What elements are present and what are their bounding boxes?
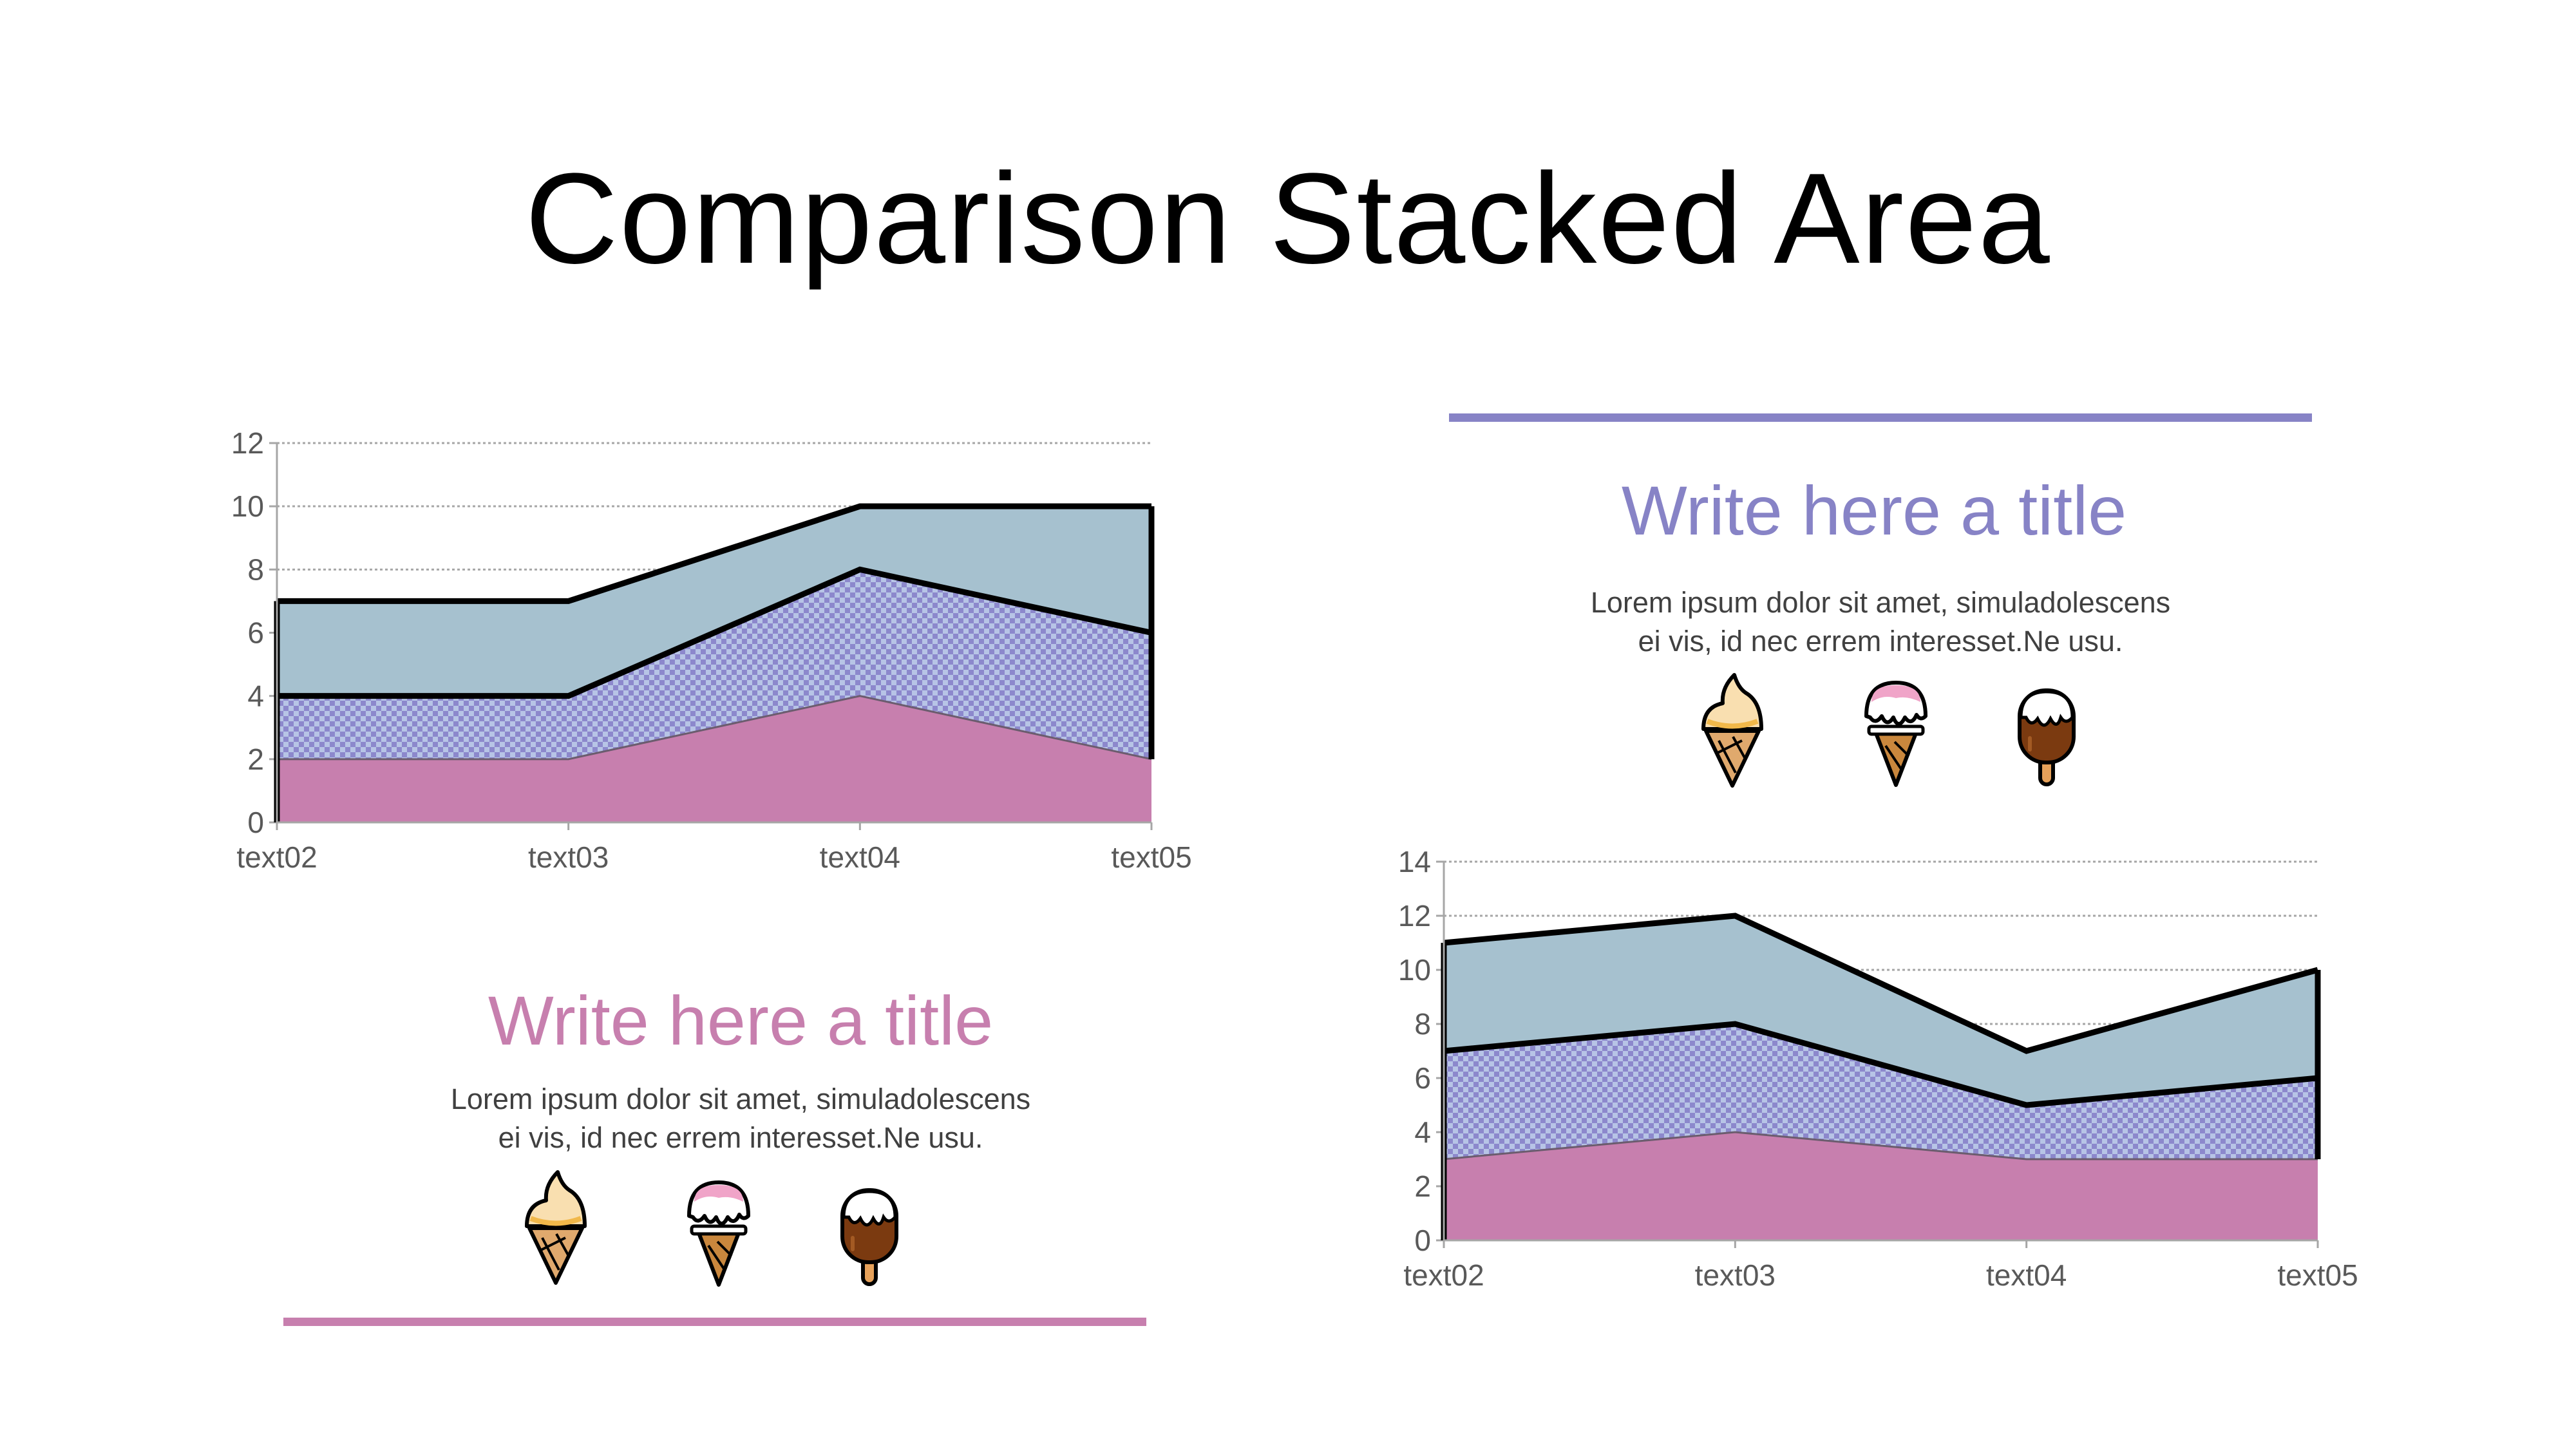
y-tick-label: 6 [247, 616, 264, 650]
panel-left-accent-line [283, 1318, 1146, 1326]
x-tick-label: text05 [2277, 1258, 2358, 1292]
area-series-1-line [1443, 1131, 2318, 1160]
y-tick-label: 2 [1414, 1170, 1431, 1203]
x-tick-label: text05 [1111, 840, 1191, 874]
area-series-1 [277, 696, 1151, 822]
y-tick-label: 4 [247, 679, 264, 713]
y-tick-label: 12 [1398, 899, 1431, 933]
area-series-2-line [1443, 1021, 2318, 1108]
x-tick-label: text03 [1695, 1258, 1776, 1292]
panel-left-text-line2: ei vis, id nec errem interesset.Ne usu. [498, 1121, 983, 1154]
panel-right-text-line1: Lorem ipsum dolor sit amet, simuladolesc… [1590, 586, 2171, 619]
soft-serve-cone-icon [525, 1170, 587, 1285]
x-tick-label: text03 [528, 840, 609, 874]
scoop-cone-icon [1864, 681, 1927, 787]
y-tick-label: 14 [1398, 845, 1431, 878]
y-tick-label: 0 [247, 806, 264, 839]
y-tick-label: 0 [1414, 1224, 1431, 1257]
area-series-2 [277, 569, 1151, 759]
area-series-1-line [277, 695, 1152, 761]
y-tick-label: 4 [1414, 1115, 1431, 1149]
x-tick-label: text02 [236, 840, 317, 874]
soft-serve-cone-icon [1701, 673, 1763, 788]
panel-left-text-line1: Lorem ipsum dolor sit amet, simuladolesc… [450, 1083, 1031, 1115]
x-tick-label: text02 [1403, 1258, 1484, 1292]
y-tick-label: 10 [1398, 953, 1431, 987]
popsicle-icon [2018, 688, 2076, 786]
area-series-2 [1444, 1024, 2318, 1159]
area-series-3 [1444, 916, 2318, 1105]
scoop-cone-icon [687, 1180, 750, 1287]
y-tick-label: 8 [1414, 1007, 1431, 1041]
y-tick-label: 10 [231, 489, 264, 523]
page-title: Comparison Stacked Area [525, 147, 2051, 290]
panel-right-title: Write here a title [1621, 471, 2127, 549]
area-series-2-line [277, 566, 1152, 699]
y-tick-label: 2 [247, 743, 264, 776]
panel-right-accent-line [1449, 413, 2312, 422]
area-series-3 [277, 506, 1151, 696]
area-series-3-line [1443, 913, 2319, 1054]
panel-right-text-line2: ei vis, id nec errem interesset.Ne usu. [1638, 625, 2123, 658]
x-tick-label: text04 [820, 840, 900, 874]
y-tick-label: 6 [1414, 1061, 1431, 1095]
y-tick-label: 12 [231, 426, 264, 460]
area-series-3-line [277, 503, 1151, 604]
y-tick-label: 8 [247, 553, 264, 586]
panel-left-title: Write here a title [488, 981, 994, 1059]
popsicle-icon [840, 1188, 898, 1286]
x-tick-label: text04 [1986, 1258, 2067, 1292]
